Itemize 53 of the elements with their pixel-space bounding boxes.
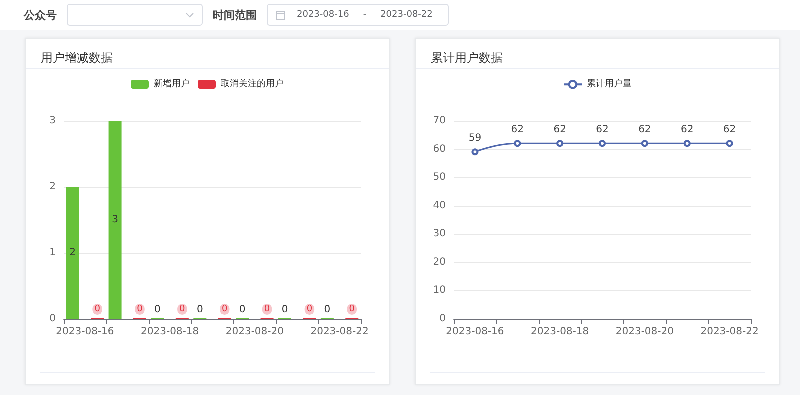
x-tick-label: 2023-08-22 — [310, 326, 369, 338]
x-tick-label: 2023-08-16 — [446, 326, 504, 338]
data-label: 2 — [70, 248, 76, 258]
data-label: 62 — [680, 124, 694, 136]
y-tick-label: 0 — [440, 314, 446, 324]
data-label: 0 — [180, 304, 186, 314]
y-tick-label: 3 — [50, 116, 56, 126]
x-tick-label: 2023-08-16 — [56, 326, 114, 338]
x-tick-label: 2023-08-20 — [226, 326, 284, 338]
bar — [108, 121, 122, 319]
legend-label: 新增用户 — [154, 78, 190, 90]
data-label: 0 — [324, 304, 331, 316]
text: 2023-08-22 — [380, 10, 433, 20]
data-label: 0 — [306, 304, 313, 314]
data-label: 62 — [596, 124, 609, 136]
y-tick-label: 0 — [50, 314, 56, 324]
data-label: 0 — [137, 304, 144, 314]
bar — [66, 187, 80, 319]
data-label: 0 — [196, 304, 204, 316]
data-label: 0 — [94, 304, 101, 314]
data-label: 62 — [511, 124, 524, 136]
data-label: 62 — [723, 124, 736, 136]
data-label: 0 — [222, 304, 228, 314]
chart-title: 累计用户数据 — [431, 51, 503, 65]
y-tick-label: 10 — [433, 285, 446, 296]
data-label: 0 — [282, 304, 288, 316]
data-label: 0 — [349, 304, 356, 314]
data-label: 62 — [554, 124, 566, 136]
y-tick-label: 70 — [433, 116, 446, 126]
y-tick-label: 60 — [433, 144, 446, 155]
x-tick-label: 2023-08-18 — [531, 326, 590, 338]
text: 时间范围 — [213, 8, 257, 22]
text: 2023-08-16 — [297, 10, 350, 20]
data-label: 0 — [239, 304, 246, 316]
y-tick-label: 50 — [433, 172, 446, 184]
text: - — [363, 10, 367, 20]
data-label: 3 — [112, 214, 118, 226]
x-tick-label: 2023-08-20 — [616, 326, 674, 338]
y-tick-label: 40 — [433, 200, 446, 212]
y-tick-label: 20 — [433, 256, 446, 268]
legend-label: 取消关注的用户 — [221, 78, 284, 90]
data-label: 62 — [638, 124, 652, 136]
legend-label: 累计用户量 — [587, 78, 632, 90]
data-label: 0 — [264, 304, 270, 314]
y-tick-label: 1 — [50, 248, 56, 258]
data-label: 0 — [154, 304, 161, 316]
y-tick-label: 2 — [50, 182, 56, 192]
text: 公众号 — [24, 8, 57, 22]
y-tick-label: 30 — [433, 228, 446, 240]
x-tick-label: 2023-08-18 — [141, 326, 200, 338]
chart-title: 用户增减数据 — [41, 51, 113, 65]
x-tick-label: 2023-08-22 — [700, 326, 759, 338]
data-label: 59 — [468, 133, 482, 144]
